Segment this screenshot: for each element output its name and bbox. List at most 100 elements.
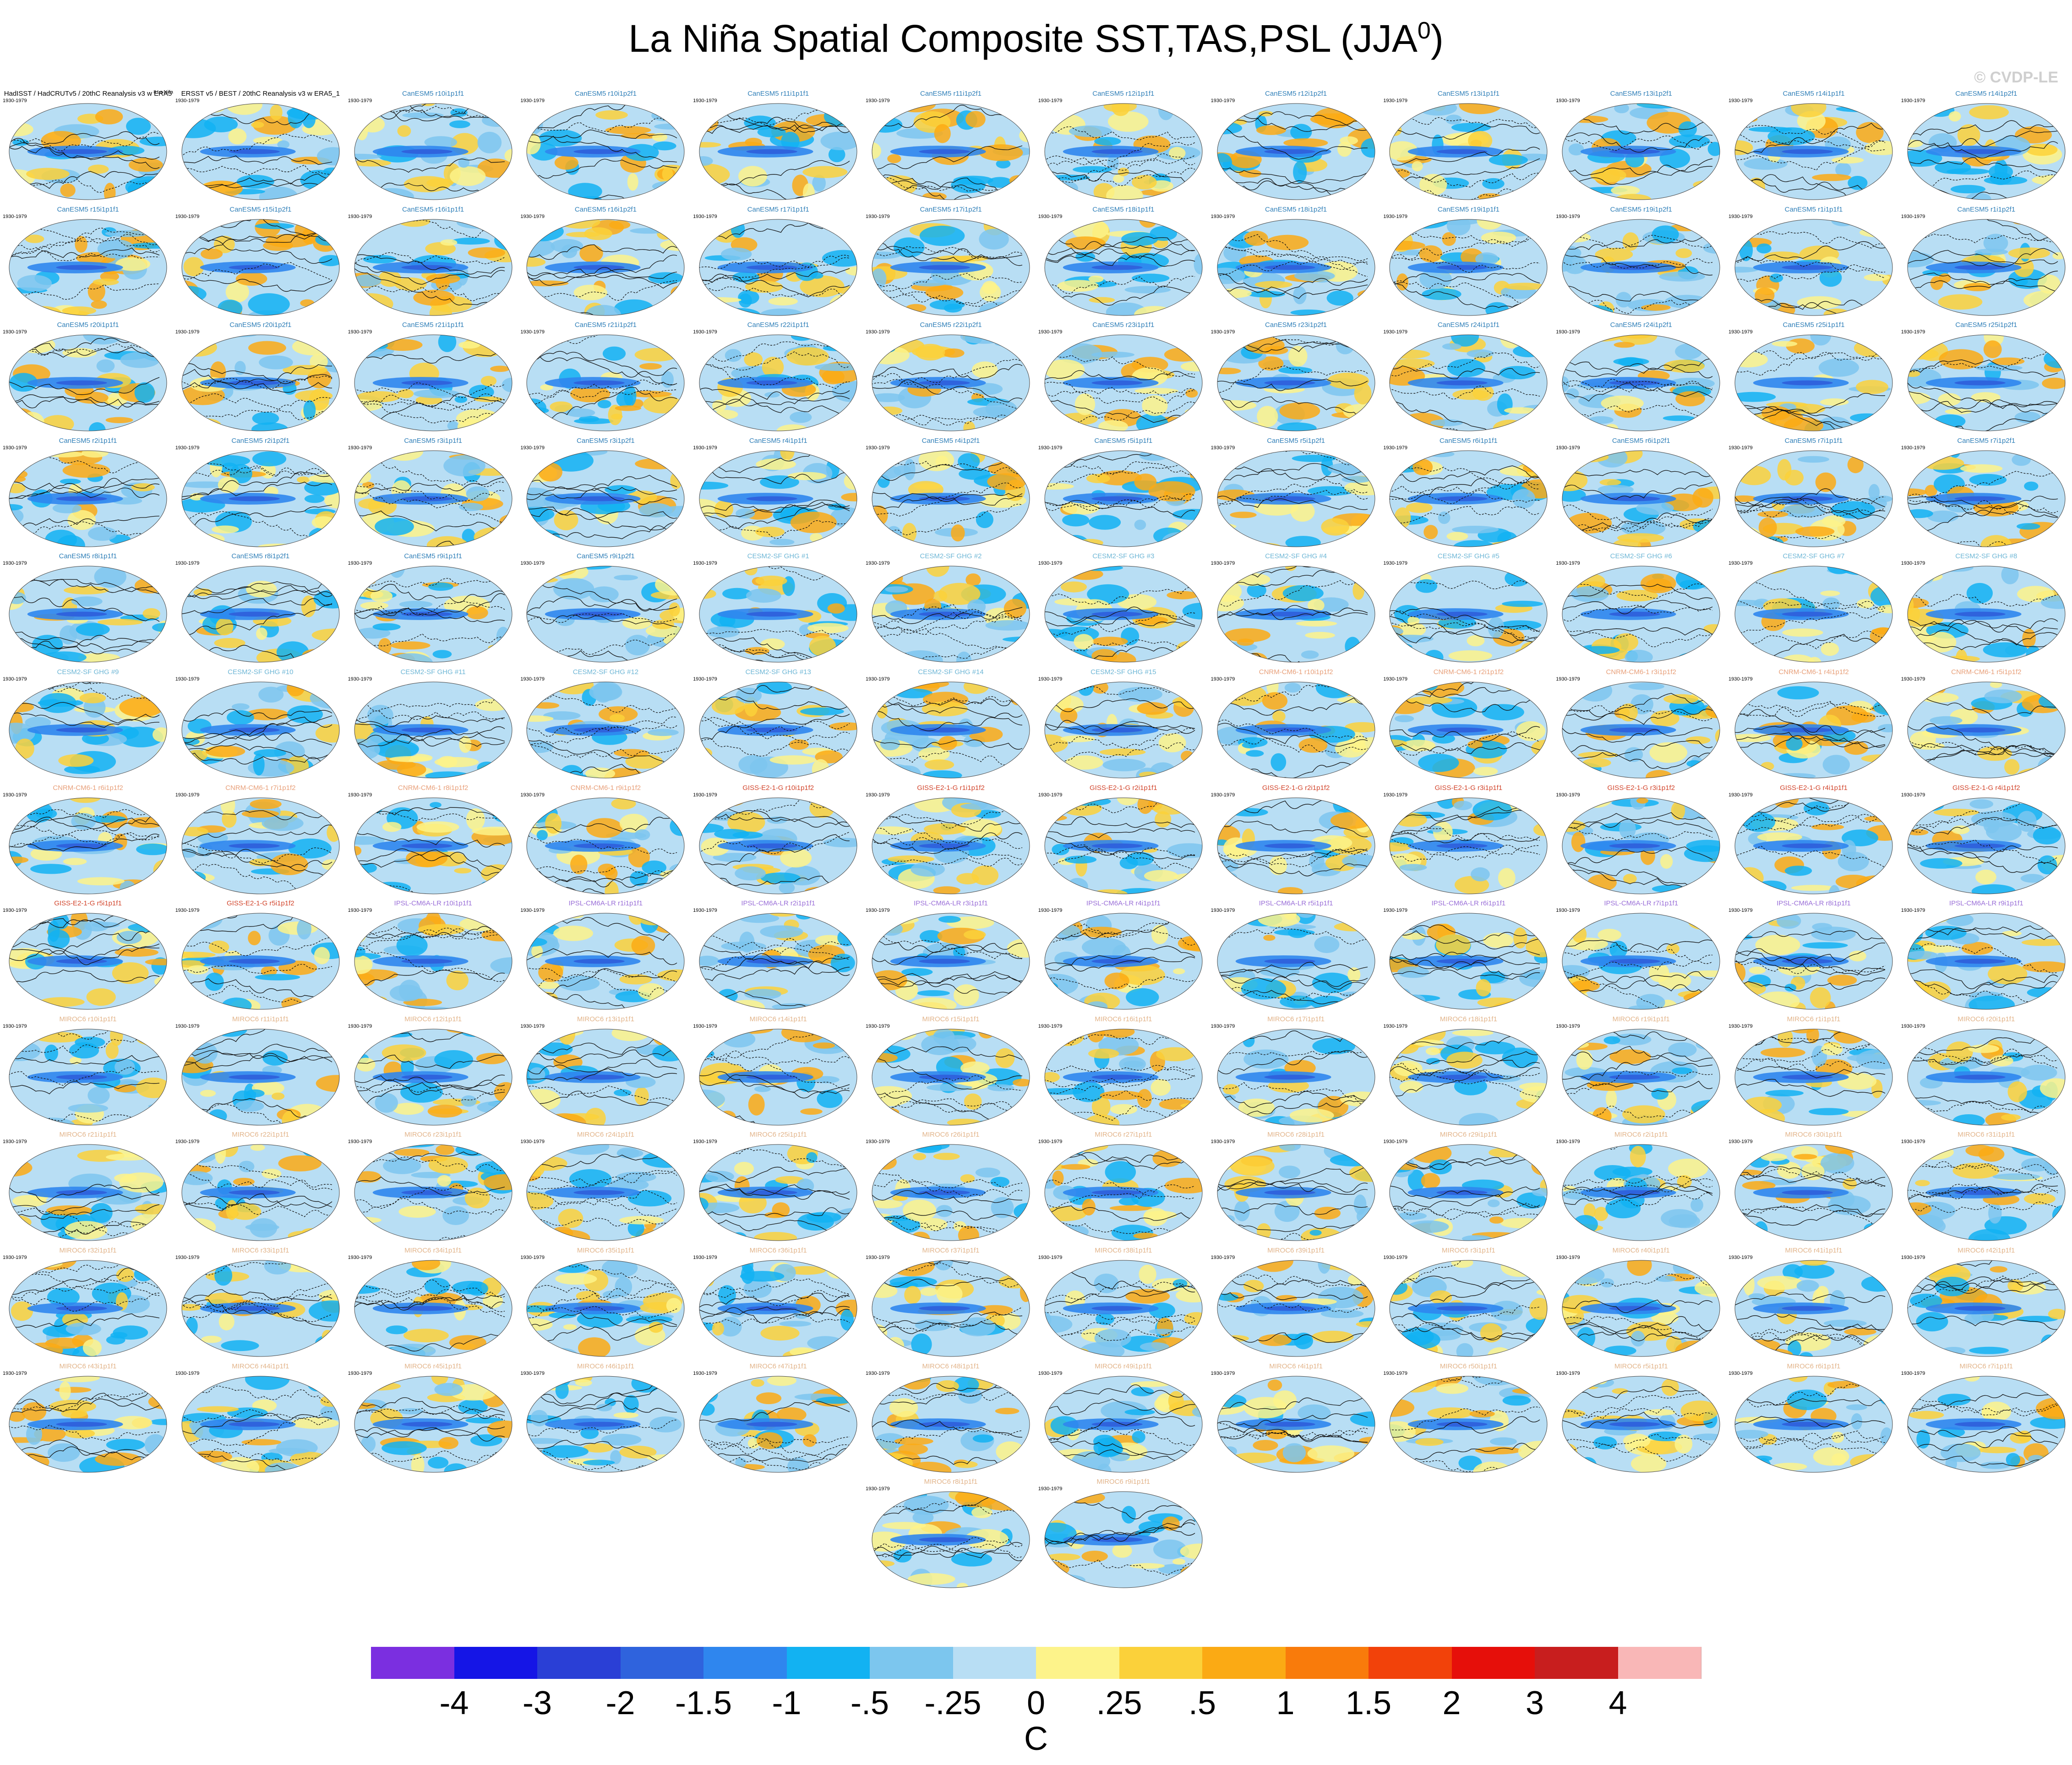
panel-title: CanESM5 r8i1p2f1: [231, 552, 290, 561]
map-panel: [699, 681, 857, 779]
map-panel-cell: MIROC6 r38i1p1f1 1930-1979: [1037, 1247, 1210, 1362]
panel-title: CanESM5 r22i1p2f1: [920, 321, 982, 329]
map-panel: [1217, 334, 1375, 431]
panel-years: 1930-1979: [520, 1023, 545, 1029]
panel-title: CESM2-SF GHG #7: [1783, 552, 1845, 561]
map-panel-cell: CanESM5 r10i1p2f1 1930-1979: [519, 90, 692, 205]
panel-years: 1930-1979: [1901, 1023, 1925, 1029]
panel-title: CanESM5 r15i1p2f1: [229, 205, 292, 213]
map-panel-cell: CanESM5 r4i1p2f1 1930-1979: [865, 437, 1037, 552]
map-panel-cell: IPSL-CM6A-LR r5i1p1f1 1930-1979: [1210, 899, 1382, 1015]
map-panel: [872, 103, 1030, 200]
panel-years: 1930-1979: [1038, 445, 1063, 451]
panel-years: 1930-1979: [693, 1139, 717, 1145]
panel-title: CanESM5 r6i1p2f1: [1612, 436, 1670, 445]
panel-title: CNRM-CM6-1 r7i1p1f2: [225, 784, 296, 792]
panel-years: 1930-1979: [520, 445, 545, 451]
colorbar-units: C: [1024, 1721, 1048, 1757]
panel-years: 1930-1979: [866, 1255, 890, 1260]
panel-title: IPSL-CM6A-LR r1i1p1f1: [568, 899, 643, 908]
panel-years: 1930-1979: [1383, 1370, 1407, 1376]
panel-years: 1930-1979: [1383, 792, 1407, 798]
colorbar-tick-label: 1.5: [1345, 1685, 1392, 1721]
map-panel: [1734, 103, 1893, 200]
map-panel-cell: CanESM5 r15i1p1f1 1930-1979: [2, 206, 174, 321]
map-panel-cell: MIROC6 r11i1p1f1 1930-1979: [174, 1015, 347, 1131]
panel-years: 1930-1979: [1556, 561, 1580, 567]
panel-years: 1930-1979: [1556, 329, 1580, 335]
map-panel: [9, 797, 167, 894]
panel-title: MIROC6 r29i1p1f1: [1439, 1131, 1497, 1139]
panel-title: CNRM-CM6-1 r10i1p1f2: [1259, 668, 1333, 676]
map-panel-cell: CanESM5 r10i1p1f1 1930-1979: [347, 90, 519, 205]
panel-title: MIROC6 r6i1p1f1: [1787, 1362, 1841, 1370]
panel-title: CanESM5 r13i1p2f1: [1610, 90, 1672, 98]
panel-years: 1930-1979: [175, 1139, 200, 1145]
map-panel: [1907, 219, 2066, 316]
panel-title: MIROC6 r26i1p1f1: [922, 1131, 980, 1139]
panel-title: GISS-E2-1-G r3i1p1f2: [1607, 784, 1675, 792]
panel-title: CanESM5 r20i1p2f1: [229, 321, 292, 329]
map-panel-cell: MIROC6 r4i1p1f1 1930-1979: [1210, 1362, 1382, 1478]
map-panel: [1907, 913, 2066, 1010]
panel-years: 1930-1979: [1728, 676, 1753, 682]
panel-title: IPSL-CM6A-LR r3i1p1f1: [914, 899, 988, 908]
map-panel: [1044, 334, 1203, 431]
map-panel: [699, 1376, 857, 1473]
panel-years: 1930-1979: [1210, 1255, 1235, 1260]
panel-title: MIROC6 r27i1p1f1: [1095, 1131, 1152, 1139]
panel-title: MIROC6 r23i1p1f1: [404, 1131, 462, 1139]
map-panel: [1044, 1029, 1203, 1126]
colorbar-tick-label: -2: [605, 1685, 635, 1721]
panel-title: CanESM5 r4i1p1f1: [749, 436, 807, 445]
map-panel-cell: CESM2-SF GHG #5 1930-1979: [1382, 552, 1554, 668]
panel-title: IPSL-CM6A-LR r2i1p1f1: [741, 899, 816, 908]
map-panel-cell: CanESM5 r18i1p1f1 1930-1979: [1037, 206, 1210, 321]
map-panel-cell: CanESM5 r19i1p1f1 1930-1979: [1382, 206, 1554, 321]
map-panel-cell: CanESM5 r14i1p1f1 1930-1979: [1728, 90, 1900, 205]
panel-grid: HadISST / HadCRUTv5 / 20thC Reanalysis v…: [2, 90, 2066, 1588]
colorbar-tick-label: .25: [1096, 1685, 1142, 1721]
map-panel: [354, 103, 513, 200]
panel-title: CanESM5 r6i1p1f1: [1439, 436, 1498, 445]
panel-title: MIROC6 r25i1p1f1: [749, 1131, 807, 1139]
map-panel-cell: CNRM-CM6-1 r9i1p1f2 1930-1979: [519, 784, 692, 899]
map-panel-cell: CanESM5 r22i1p2f1 1930-1979: [865, 321, 1037, 436]
panel-title: MIROC6 r8i1p1f1: [924, 1478, 978, 1486]
map-panel-cell: CanESM5 r6i1p1f1 1930-1979: [1382, 437, 1554, 552]
map-panel: [1389, 334, 1548, 431]
map-panel: [699, 103, 857, 200]
panel-years: 1930-1979: [1556, 98, 1580, 104]
map-panel: [872, 913, 1030, 1010]
panel-title: CanESM5 r19i1p1f1: [1437, 205, 1499, 213]
panel-title: MIROC6 r35i1p1f1: [577, 1247, 634, 1254]
map-panel: [1562, 219, 1720, 316]
map-panel-cell: MIROC6 r17i1p1f1 1930-1979: [1210, 1015, 1382, 1131]
panel-title: CanESM5 r10i1p2f1: [574, 90, 637, 98]
map-panel: [354, 219, 513, 316]
map-panel: [1044, 913, 1203, 1010]
panel-years: 1930-1979: [520, 98, 545, 104]
panel-years: 1930-1979: [1556, 1370, 1580, 1376]
map-panel: [1217, 1029, 1375, 1126]
panel-years: 1930-1979: [1383, 329, 1407, 335]
map-panel: [1734, 566, 1893, 663]
colorbar-swatch: [371, 1647, 455, 1679]
colorbar-tick-label: 1: [1276, 1685, 1295, 1721]
map-panel: [9, 1260, 167, 1357]
map-panel: [354, 797, 513, 894]
map-panel: [872, 1491, 1030, 1588]
map-panel-cell: CESM2-SF GHG #6 1930-1979: [1555, 552, 1727, 668]
map-panel-cell: CESM2-SF GHG #14 1930-1979: [865, 668, 1037, 784]
panel-title: MIROC6 r36i1p1f1: [749, 1247, 807, 1254]
map-panel-cell: MIROC6 r28i1p1f1 1930-1979: [1210, 1131, 1382, 1246]
map-panel: [181, 1144, 340, 1241]
map-panel-cell: CanESM5 r22i1p1f1 1930-1979: [692, 321, 864, 436]
panel-years: 1930-1979: [1901, 1255, 1925, 1260]
panel-title: CanESM5 r18i1p1f1: [1092, 205, 1155, 213]
panel-years: 1930-1979: [1038, 1139, 1063, 1145]
map-panel-cell: CanESM5 r19i1p2f1 1930-1979: [1555, 206, 1727, 321]
panel-title: CanESM5 r11i1p1f1: [747, 90, 809, 98]
colorbar-swatch: [1369, 1647, 1452, 1679]
map-panel: [1044, 450, 1203, 547]
